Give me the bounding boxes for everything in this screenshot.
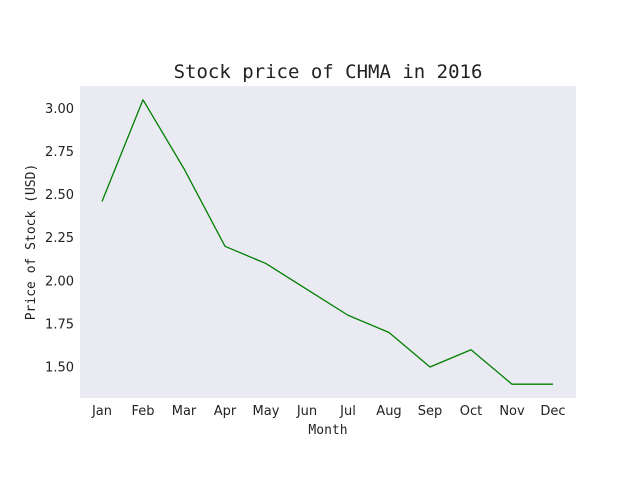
plot-area — [80, 86, 576, 398]
x-tick-label: May — [253, 404, 280, 419]
series-group — [101, 99, 553, 385]
y-tick-label: 1.75 — [45, 317, 74, 332]
y-tick-label: 2.25 — [45, 231, 74, 246]
x-tick-label: Dec — [540, 404, 565, 419]
x-tick-label: Oct — [460, 404, 482, 419]
y-tick-label: 2.00 — [45, 274, 74, 289]
y-tick-label: 2.75 — [45, 145, 74, 160]
x-axis-label: Month — [308, 423, 347, 438]
x-tick-label: Jun — [296, 404, 317, 419]
series-line — [101, 99, 553, 385]
chart-title: Stock price of CHMA in 2016 — [174, 61, 483, 83]
y-tick-label: 2.50 — [45, 188, 74, 203]
x-tick-label: Jan — [91, 404, 112, 419]
y-tick-label: 3.00 — [45, 102, 74, 117]
y-axis-label: Price of Stock (USD) — [24, 164, 39, 321]
x-tick-label: Nov — [499, 404, 525, 419]
x-axis-ticks: Jan Feb Mar Apr May Jun Jul Aug Sep Oct Nov Dec — [91, 404, 566, 419]
x-tick-label: Aug — [376, 404, 401, 419]
y-axis-ticks: 1.50 1.75 2.00 2.25 2.50 2.75 3.00 — [45, 102, 74, 376]
x-tick-label: Sep — [418, 404, 443, 419]
x-tick-label: Mar — [172, 404, 197, 419]
x-tick-label: Jul — [339, 404, 356, 419]
x-tick-label: Feb — [131, 404, 154, 419]
y-tick-label: 1.50 — [45, 360, 74, 375]
x-tick-label: Apr — [214, 404, 237, 419]
